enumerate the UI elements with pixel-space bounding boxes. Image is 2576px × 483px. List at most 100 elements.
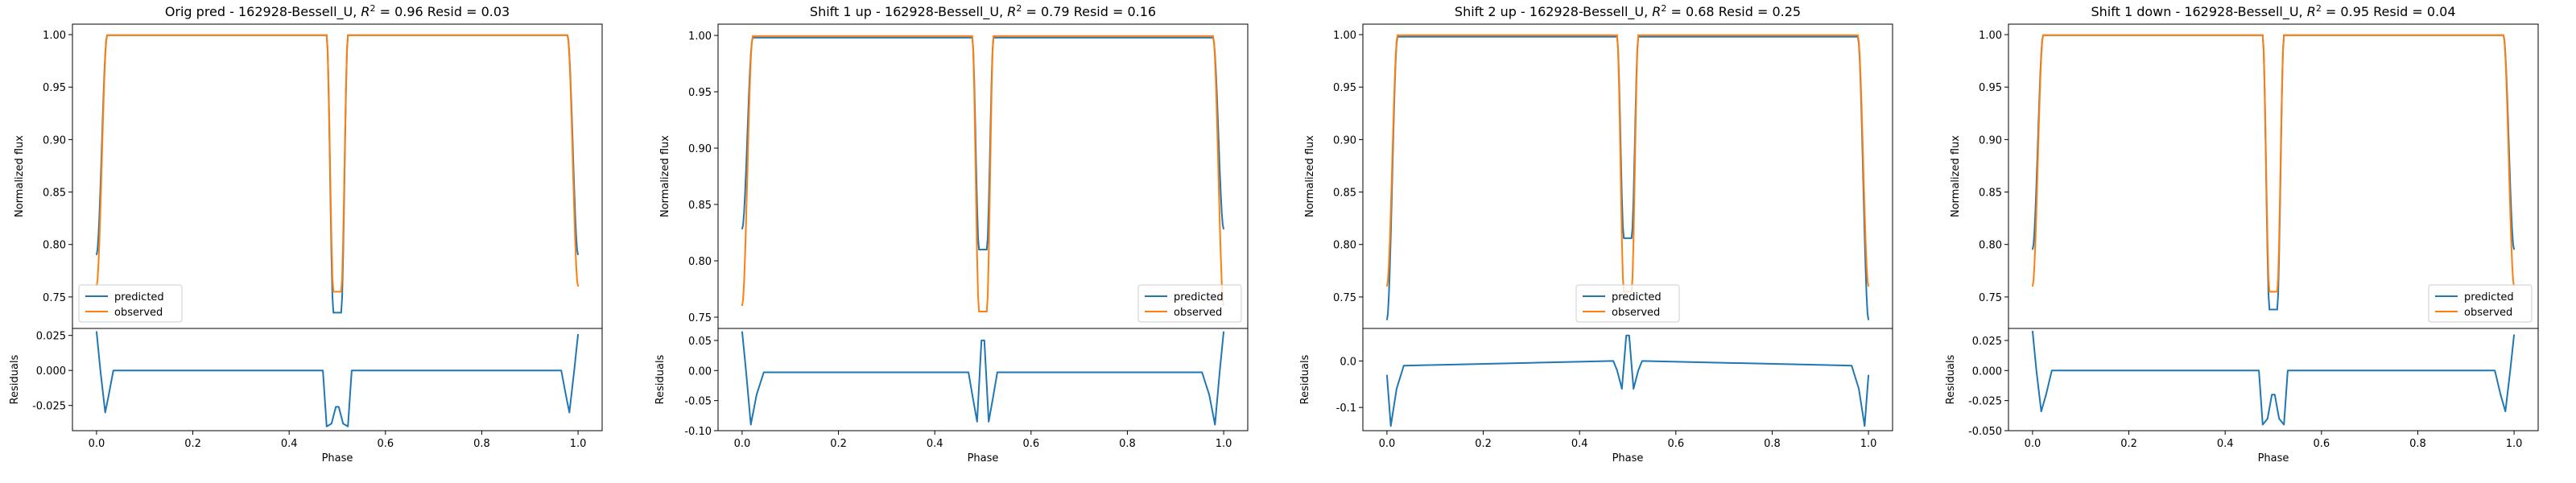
chart-title-r-exponent: 2 [1661,3,1666,14]
x-tick-label: 0.6 [1022,438,1039,450]
chart-title-r-symbol: R [2307,4,2316,19]
x-tick-label: 0.8 [1119,438,1136,450]
flux-y-tick-label: 1.00 [688,31,712,43]
flux-y-tick-label: 1.00 [43,30,66,42]
residuals-y-tick-label: 0.000 [36,365,66,378]
legend-label-predicted: predicted [1612,291,1662,303]
chart-title-prefix: Orig pred - 162928-Bessell_U, [165,4,361,20]
chart-panel-4: Shift 1 down - 162928-Bessell_U, R2 = 0.… [1945,3,2539,464]
legend: predicted observed [1575,284,1680,323]
flux-y-tick-label: 0.75 [1979,292,2002,304]
chart-title-r-symbol: R [1007,4,1016,19]
chart-title-r2: = 0.95 [2322,4,2369,19]
x-tick-label: 0.0 [734,438,751,450]
chart-title-r-exponent: 2 [1016,3,1022,14]
x-tick-label: 0.2 [2120,438,2137,450]
flux-y-axis-label: Normalized flux [1950,135,1962,217]
x-tick-label: 0.0 [1379,438,1396,450]
flux-y-tick-label: 0.90 [1333,134,1356,147]
legend: predicted observed [78,284,183,323]
flux-y-tick-label: 0.85 [1333,188,1356,200]
x-tick-label: 0.2 [1475,438,1492,450]
chart-title-suffix: Resid = 0.25 [1715,4,1801,19]
x-tick-label: 0.2 [184,438,201,450]
flux-axes-frame [72,23,603,329]
x-tick-label: 1.0 [1860,438,1877,450]
residuals-line [741,331,1225,426]
observed-line [1385,34,1870,293]
flux-y-tick-label: 0.85 [688,200,712,212]
legend-label-observed: observed [1612,307,1660,319]
residuals-y-tick-label: 0.025 [36,331,66,343]
residuals-y-tick-label: 0.05 [688,336,712,348]
legend-label-observed: observed [1174,307,1222,319]
residuals-y-tick-label: -0.025 [1968,396,2002,408]
x-tick-label: 0.0 [2025,438,2041,450]
x-tick-label: 0.4 [2217,438,2234,450]
residuals-y-tick-label: -0.10 [684,426,712,438]
flux-y-tick-label: 0.90 [688,143,712,155]
chart-title-prefix: Shift 2 up - 162928-Bessell_U, [1455,4,1652,20]
chart-title-r-symbol: R [1652,4,1661,19]
flux-y-tick-label: 0.95 [43,82,66,94]
legend-frame [78,284,183,323]
chart-panel-1: Orig pred - 162928-Bessell_U, R2 = 0.96 … [9,3,603,464]
residuals-y-tick-label: -0.1 [1336,402,1356,415]
x-tick-label: 0.6 [377,438,394,450]
residuals-y-tick-label: -0.025 [32,401,66,413]
flux-axes-frame [717,23,1249,329]
flux-y-axis-label: Normalized flux [1304,135,1316,217]
x-tick-label: 1.0 [1216,438,1232,450]
residuals-line [1385,334,1870,427]
residuals-y-axis-label: Residuals [1299,354,1311,404]
flux-y-tick-label: 0.90 [1979,134,2002,147]
residuals-axes-frame [72,328,603,431]
flux-y-tick-label: 1.00 [1979,30,2002,42]
flux-y-tick-label: 0.75 [1333,292,1356,304]
chart-title-suffix: Resid = 0.04 [2369,4,2455,19]
flux-y-tick-label: 0.90 [43,134,66,147]
legend-label-observed: observed [114,307,163,319]
residuals-y-axis-label: Residuals [1945,354,1957,404]
flux-y-tick-label: 0.95 [1979,82,2002,94]
x-axis-label: Phase [1612,452,1644,464]
flux-y-tick-label: 0.80 [1333,240,1356,252]
flux-y-tick-label: 0.85 [1979,188,2002,200]
flux-y-axis-label: Normalized flux [14,135,26,217]
flux-axes-frame [2008,23,2539,329]
chart-title-r-symbol: R [361,4,369,19]
flux-y-tick-label: 0.95 [1333,82,1356,94]
predicted-line [741,36,1225,250]
legend: predicted observed [2428,284,2533,323]
chart-panel-3: Shift 2 up - 162928-Bessell_U, R2 = 0.68… [1299,3,1893,464]
residuals-y-tick-label: 0.025 [1972,336,2002,348]
x-tick-label: 0.4 [1571,438,1588,450]
residuals-axes-frame [1362,328,1893,431]
flux-y-tick-label: 0.80 [1979,240,2002,252]
chart-title-prefix: Shift 1 down - 162928-Bessell_U, [2091,4,2306,20]
chart-title: Shift 1 down - 162928-Bessell_U, R2 = 0.… [2091,3,2455,21]
residuals-y-tick-label: -0.050 [1968,426,2002,438]
flux-y-axis-label: Normalized flux [659,135,671,217]
x-tick-label: 0.4 [927,438,943,450]
legend-label-predicted: predicted [114,291,164,303]
residuals-y-tick-label: 0.00 [688,365,712,378]
residuals-y-axis-label: Residuals [9,354,21,404]
residuals-y-tick-label: 0.0 [1340,356,1356,368]
residuals-line [2031,330,2516,426]
legend-label-predicted: predicted [2464,291,2514,303]
x-tick-label: 0.6 [2313,438,2330,450]
chart-title-prefix: Shift 1 up - 162928-Bessell_U, [810,4,1007,20]
legend-frame [1575,284,1680,323]
flux-y-tick-label: 0.80 [688,256,712,268]
chart-title-suffix: Resid = 0.03 [423,4,510,19]
flux-y-tick-label: 0.75 [688,312,712,324]
x-tick-label: 0.8 [2409,438,2426,450]
residuals-y-tick-label: 0.000 [1972,365,2002,378]
x-tick-label: 0.6 [1667,438,1684,450]
x-tick-label: 0.0 [89,438,105,450]
chart-title-suffix: Resid = 0.16 [1070,4,1156,19]
flux-axes-frame [1362,23,1893,329]
chart-title: Shift 1 up - 162928-Bessell_U, R2 = 0.79… [810,3,1156,21]
